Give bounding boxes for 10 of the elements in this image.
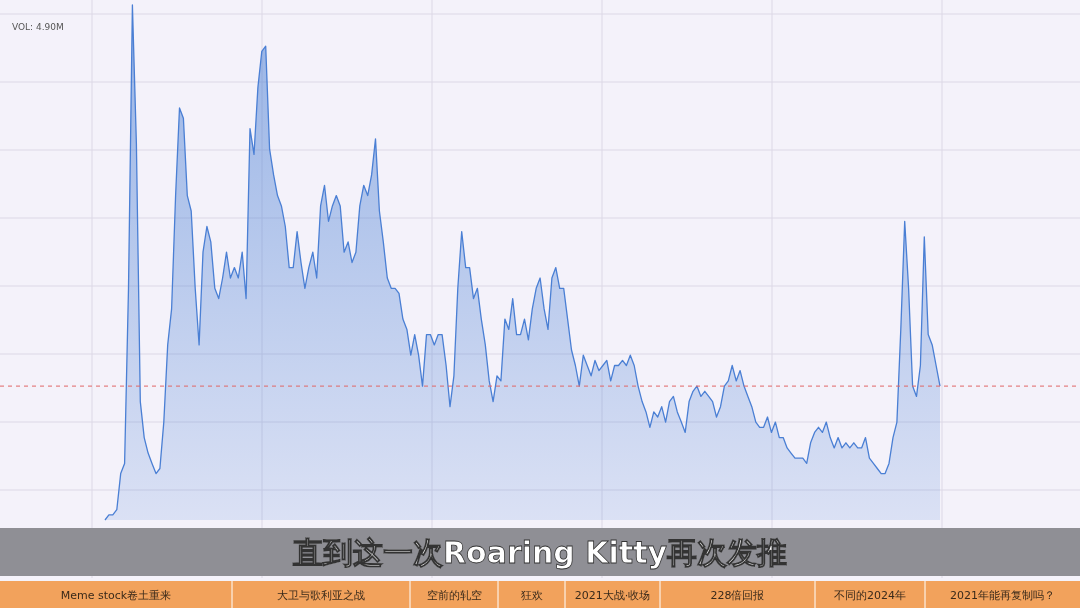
text: 大卫与歌利亚之战 (277, 589, 365, 602)
text: Meme stock卷土重来 (60, 589, 172, 602)
text: 直到这一次Roaring Kitty再次发推 (291, 535, 788, 570)
text: 2021年能再复制吗？ (950, 589, 1055, 602)
text: 狂欢 (520, 589, 543, 602)
text: 不同的2024年 (834, 589, 906, 602)
text: 2021大战·收场 (574, 589, 651, 602)
text: 空前的轧空 (426, 589, 482, 602)
text: 228倍回报 (710, 589, 765, 602)
text: VOL: 4.90M (12, 22, 64, 32)
